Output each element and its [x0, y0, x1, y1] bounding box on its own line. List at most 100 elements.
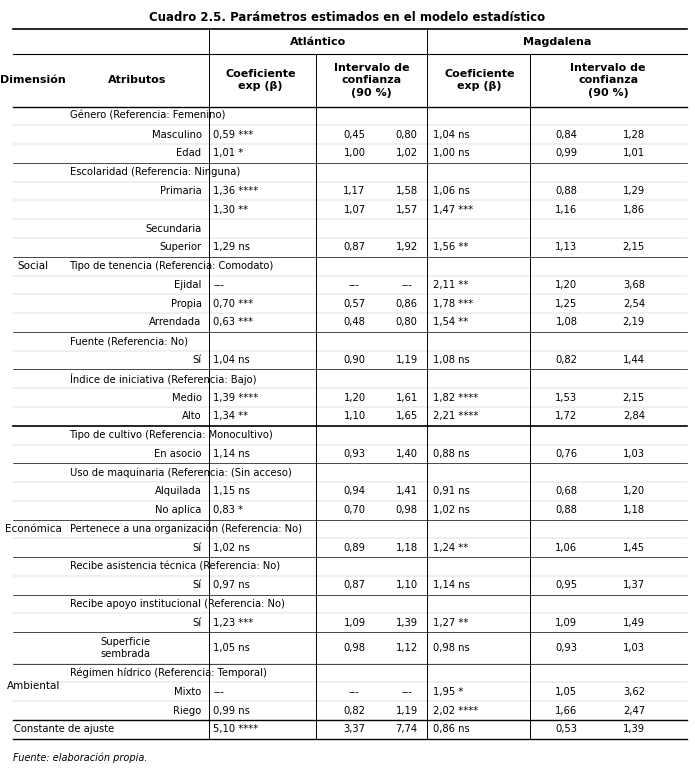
Text: 1,24 **: 1,24 ** — [433, 543, 468, 553]
Text: Tipo de tenencia (Referencia: Comodato): Tipo de tenencia (Referencia: Comodato) — [70, 261, 274, 271]
Text: Propia: Propia — [170, 299, 202, 309]
Text: Ejidal: Ejidal — [174, 280, 202, 290]
Text: Primaria: Primaria — [160, 186, 202, 196]
Text: 1,39: 1,39 — [623, 724, 645, 734]
Text: Medio: Medio — [172, 393, 202, 402]
Text: 1,45: 1,45 — [623, 543, 645, 553]
Text: 1,53: 1,53 — [555, 393, 578, 402]
Text: 0,68: 0,68 — [555, 486, 578, 496]
Text: Uso de maquinaria (Referencia: (Sin acceso): Uso de maquinaria (Referencia: (Sin acce… — [70, 468, 291, 478]
Text: 0,48: 0,48 — [343, 317, 366, 327]
Text: 0,99: 0,99 — [555, 148, 578, 158]
Text: 2,21 ****: 2,21 **** — [433, 411, 478, 422]
Text: Coeficiente
exp (β): Coeficiente exp (β) — [225, 69, 296, 92]
Text: Atributos: Atributos — [108, 76, 166, 85]
Text: 0,80: 0,80 — [395, 317, 418, 327]
Text: Índice de iniciativa (Referencia: Bajo): Índice de iniciativa (Referencia: Bajo) — [70, 373, 256, 384]
Text: 1,29: 1,29 — [623, 186, 645, 196]
Text: 1,08 ns: 1,08 ns — [433, 355, 470, 365]
Text: Cuadro 2.5. Parámetros estimados en el modelo estadístico: Cuadro 2.5. Parámetros estimados en el m… — [149, 12, 546, 24]
Text: Secundaria: Secundaria — [145, 224, 202, 234]
Text: 1,15 ns: 1,15 ns — [213, 486, 250, 496]
Text: 0,83 *: 0,83 * — [213, 505, 243, 515]
Text: Ambiental: Ambiental — [7, 681, 60, 690]
Text: Arrendada: Arrendada — [149, 317, 202, 327]
Text: 1,58: 1,58 — [395, 186, 418, 196]
Text: Sí: Sí — [193, 581, 202, 591]
Text: 1,61: 1,61 — [395, 393, 418, 402]
Text: 1,00 ns: 1,00 ns — [433, 148, 470, 158]
Text: 1,82 ****: 1,82 **** — [433, 393, 478, 402]
Text: 1,44: 1,44 — [623, 355, 645, 365]
Text: 1,92: 1,92 — [395, 242, 418, 252]
Text: 1,02 ns: 1,02 ns — [213, 543, 250, 553]
Text: 0,82: 0,82 — [343, 706, 366, 716]
Text: 2,19: 2,19 — [623, 317, 645, 327]
Text: Intervalo de
confianza
(90 %): Intervalo de confianza (90 %) — [334, 63, 409, 98]
Text: Fuente: elaboración propia.: Fuente: elaboración propia. — [13, 753, 147, 764]
Text: Constante de ajuste: Constante de ajuste — [14, 724, 114, 734]
Text: 1,20: 1,20 — [555, 280, 578, 290]
Text: 1,17: 1,17 — [343, 186, 366, 196]
Text: 1,25: 1,25 — [555, 299, 578, 309]
Text: 0,94: 0,94 — [343, 486, 366, 496]
Text: 1,39 ****: 1,39 **** — [213, 393, 259, 402]
Text: 1,01 *: 1,01 * — [213, 148, 244, 158]
Text: Magdalena: Magdalena — [523, 37, 591, 46]
Text: 1,36 ****: 1,36 **** — [213, 186, 259, 196]
Text: 1,20: 1,20 — [623, 486, 645, 496]
Text: 1,09: 1,09 — [555, 618, 578, 628]
Text: 0,88: 0,88 — [555, 186, 578, 196]
Text: 0,82: 0,82 — [555, 355, 578, 365]
Text: Mixto: Mixto — [174, 687, 202, 697]
Text: Fuente (Referencia: No): Fuente (Referencia: No) — [70, 337, 188, 346]
Text: Riego: Riego — [173, 706, 202, 716]
Text: ---: --- — [401, 280, 412, 290]
Text: 1,27 **: 1,27 ** — [433, 618, 468, 628]
Text: 0,89: 0,89 — [343, 543, 366, 553]
Text: Dimensión: Dimensión — [1, 76, 66, 85]
Text: 0,45: 0,45 — [343, 130, 366, 140]
Text: 0,98: 0,98 — [343, 643, 366, 653]
Text: 2,47: 2,47 — [623, 706, 645, 716]
Text: 1,49: 1,49 — [623, 618, 645, 628]
Text: 1,00: 1,00 — [343, 148, 366, 158]
Text: 1,29 ns: 1,29 ns — [213, 242, 250, 252]
Text: 1,20: 1,20 — [343, 393, 366, 402]
Text: 1,03: 1,03 — [623, 449, 645, 459]
Text: Sí: Sí — [193, 543, 202, 553]
Text: 1,14 ns: 1,14 ns — [433, 581, 470, 591]
Text: Coeficiente
exp (β): Coeficiente exp (β) — [444, 69, 515, 92]
Text: 1,34 **: 1,34 ** — [213, 411, 249, 422]
Text: 1,19: 1,19 — [395, 706, 418, 716]
Text: 0,80: 0,80 — [395, 130, 418, 140]
Text: 1,95 *: 1,95 * — [433, 687, 464, 697]
Text: 0,84: 0,84 — [555, 130, 578, 140]
Text: 1,14 ns: 1,14 ns — [213, 449, 250, 459]
Text: 1,13: 1,13 — [555, 242, 578, 252]
Text: Recibe apoyo institucional (Referencia: No): Recibe apoyo institucional (Referencia: … — [70, 599, 284, 609]
Text: 1,09: 1,09 — [343, 618, 366, 628]
Text: 2,54: 2,54 — [623, 299, 645, 309]
Text: Alto: Alto — [182, 411, 202, 422]
Text: 1,39: 1,39 — [395, 618, 418, 628]
Text: 0,87: 0,87 — [343, 581, 366, 591]
Text: 1,86: 1,86 — [623, 205, 645, 215]
Text: 1,01: 1,01 — [623, 148, 645, 158]
Text: Superficie
sembrada: Superficie sembrada — [101, 637, 151, 659]
Text: 1,08: 1,08 — [555, 317, 578, 327]
Text: 1,28: 1,28 — [623, 130, 645, 140]
Text: 1,66: 1,66 — [555, 706, 578, 716]
Text: 0,95: 0,95 — [555, 581, 578, 591]
Text: 1,03: 1,03 — [623, 643, 645, 653]
Text: 0,88: 0,88 — [555, 505, 578, 515]
Text: 1,02 ns: 1,02 ns — [433, 505, 470, 515]
Text: 1,47 ***: 1,47 *** — [433, 205, 473, 215]
Text: 0,88 ns: 0,88 ns — [433, 449, 470, 459]
Text: 1,05 ns: 1,05 ns — [213, 643, 250, 653]
Text: 1,04 ns: 1,04 ns — [433, 130, 470, 140]
Text: 0,99 ns: 0,99 ns — [213, 706, 250, 716]
Text: 1,37: 1,37 — [623, 581, 645, 591]
Text: ---: --- — [349, 687, 360, 697]
Text: 0,98: 0,98 — [395, 505, 418, 515]
